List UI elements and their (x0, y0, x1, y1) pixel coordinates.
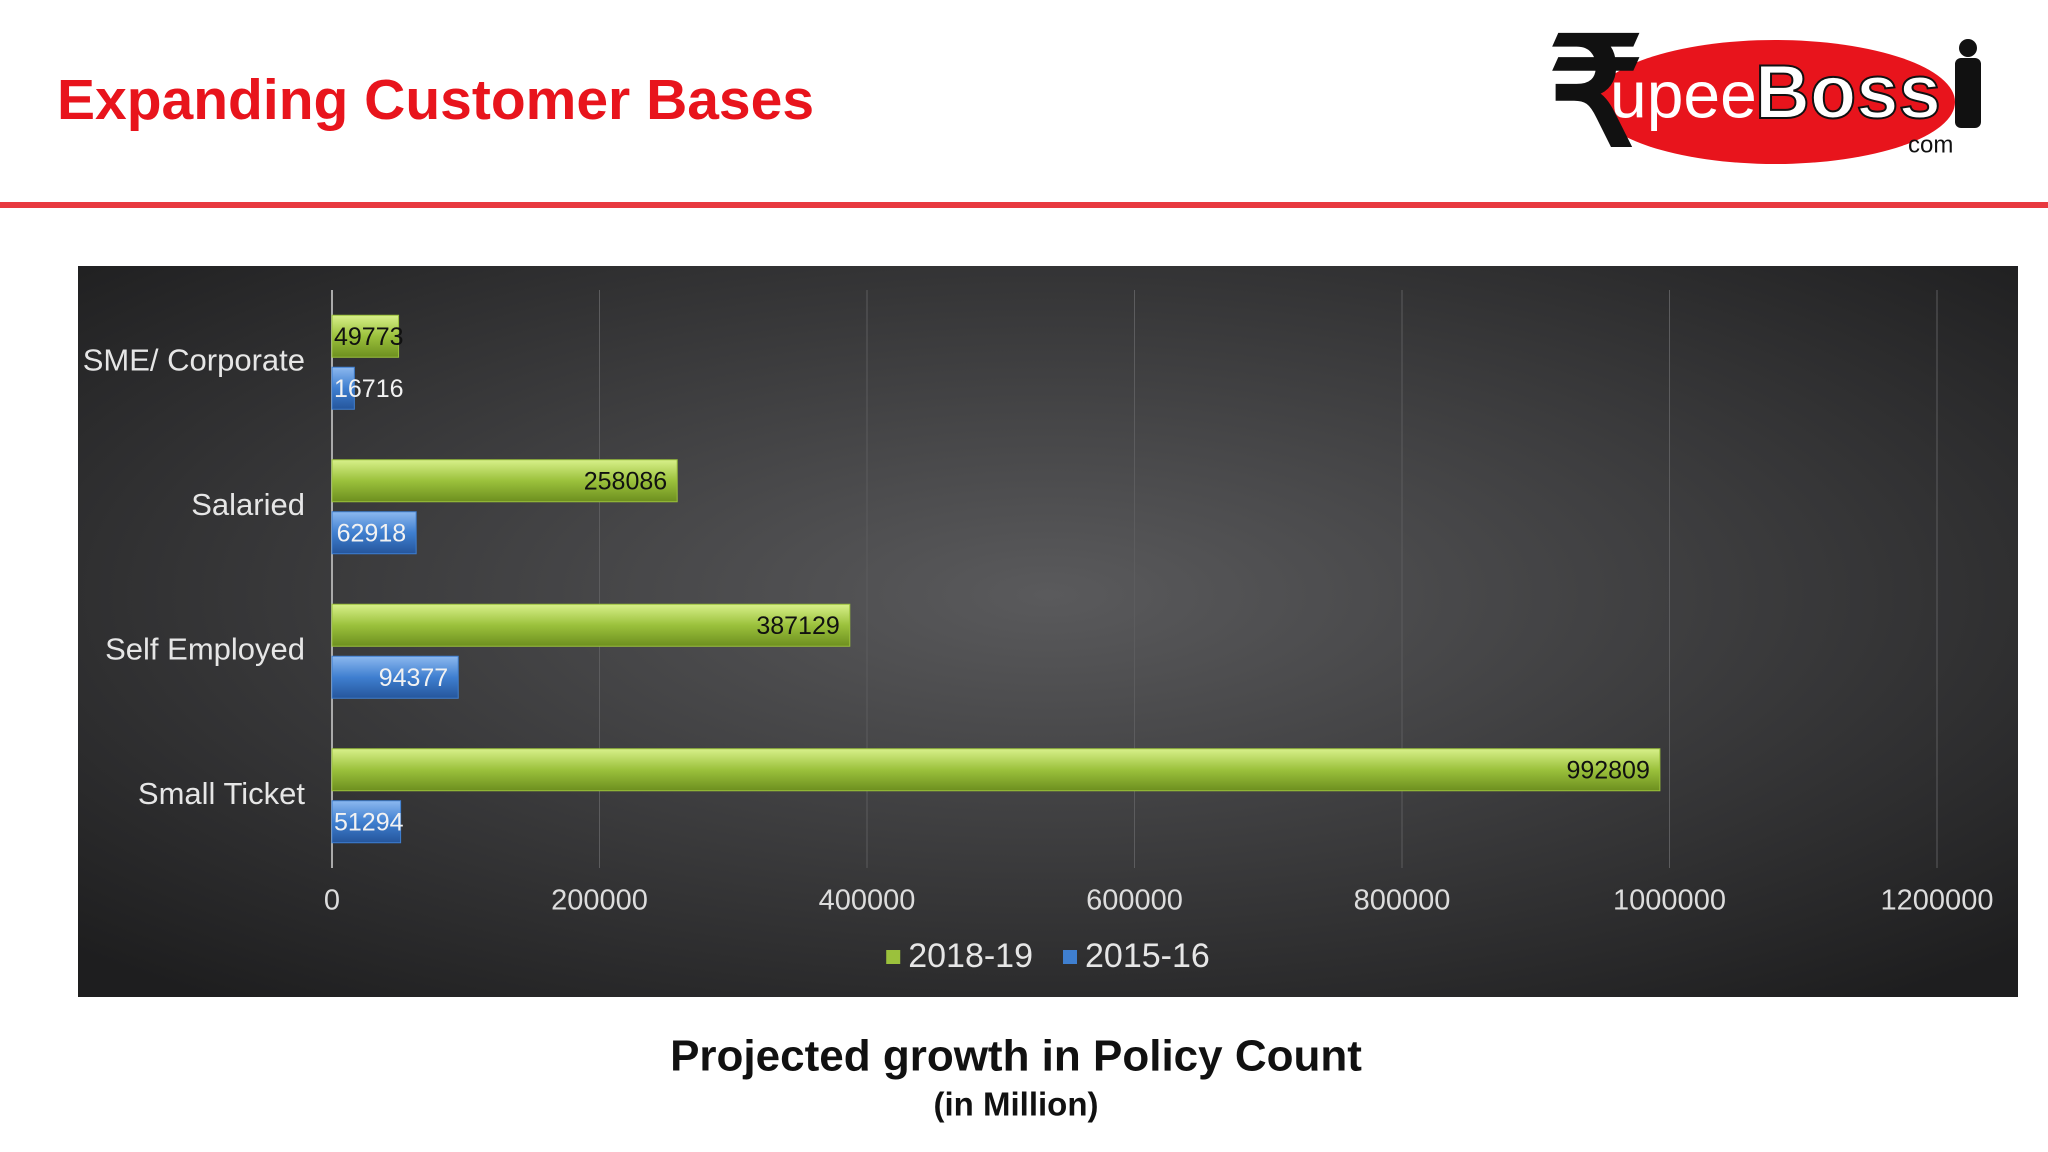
data-label: 387129 (756, 612, 839, 640)
x-tick-label: 400000 (819, 885, 916, 917)
logo-ellipse (1595, 40, 1955, 164)
category-label: Self Employed (105, 631, 305, 666)
data-label: 992809 (1566, 756, 1649, 784)
bar (331, 800, 402, 844)
bar (331, 655, 459, 699)
x-tick-label: 1200000 (1881, 885, 1994, 917)
logo-suffix: com (1908, 131, 1953, 158)
bar (331, 314, 400, 358)
logo-emphasis: Boss (1755, 50, 1941, 135)
x-tick-label: 0 (324, 885, 340, 917)
bar (331, 511, 417, 555)
x-tick-label: 200000 (551, 885, 648, 917)
logo-symbol: ₹ (1548, 9, 1643, 177)
category-label: Salaried (191, 487, 305, 522)
data-label: 62918 (337, 519, 407, 547)
logo-name: upee (1610, 57, 1757, 131)
logo-figure-head (1959, 39, 1977, 57)
data-label: 16716 (334, 375, 404, 403)
legend-label: 2015-16 (1085, 937, 1210, 975)
header-rule (0, 202, 2048, 208)
logo: ₹ upee Boss com (1548, 9, 1981, 177)
caption-subtitle: (in Million) (934, 1086, 1099, 1123)
legend-swatch (1063, 950, 1077, 964)
bar (331, 366, 355, 410)
bar (331, 459, 678, 503)
data-label: 51294 (334, 808, 404, 836)
data-label: 94377 (379, 664, 449, 692)
legend-label: 2018-19 (908, 937, 1033, 975)
chart: 0 200000 400000 600000 800000 1000000 1200000 S… (83, 290, 1994, 975)
x-tick-label: 1000000 (1613, 885, 1726, 917)
caption-title: Projected growth in Policy Count (670, 1032, 1362, 1081)
logo-figure-body (1955, 58, 1981, 128)
bar (331, 603, 851, 647)
x-tick-label: 800000 (1354, 885, 1451, 917)
bar (331, 748, 1661, 792)
category-label: SME/ Corporate (83, 342, 305, 377)
data-label: 49773 (334, 323, 404, 351)
x-tick-label: 600000 (1086, 885, 1183, 917)
data-label: 258086 (584, 467, 667, 495)
category-label: Small Ticket (138, 776, 305, 811)
slide-title: Expanding Customer Bases (57, 68, 814, 132)
legend-swatch (886, 950, 901, 964)
